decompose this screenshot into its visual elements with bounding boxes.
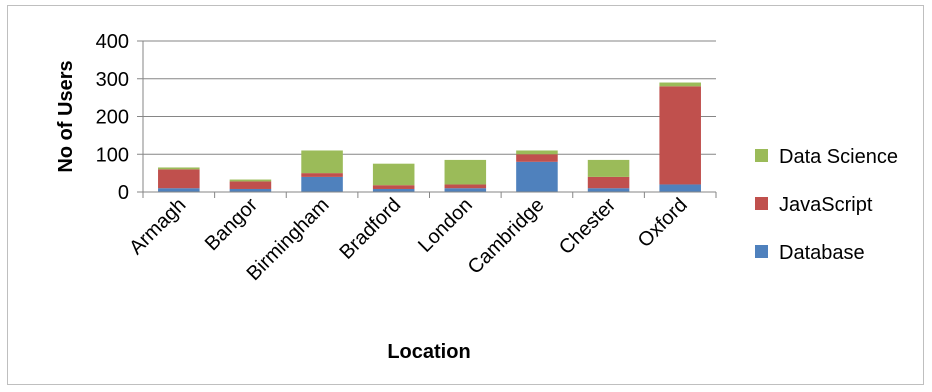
y-tick-label: 0 <box>118 182 129 204</box>
bar-data-science <box>229 179 272 182</box>
x-axis-title: Location <box>387 341 470 363</box>
chart-frame <box>7 5 924 385</box>
bar-data-science <box>372 163 415 186</box>
x-tick-label: Cambridge <box>464 194 549 279</box>
bar-javascript <box>301 173 343 177</box>
bar-javascript <box>659 86 701 185</box>
bar-javascript <box>587 176 630 189</box>
bar-data-science <box>587 159 630 177</box>
y-tick-label: 400 <box>96 31 129 53</box>
bar-data-science <box>516 150 558 155</box>
x-tick-label: Bangor <box>201 194 262 255</box>
bar-database <box>516 161 558 192</box>
bar-database <box>301 176 343 192</box>
x-tick-label: London <box>414 194 477 257</box>
bar-javascript <box>516 154 558 162</box>
x-tick-label: Armagh <box>125 194 190 259</box>
bar-data-science <box>301 150 343 174</box>
bar-database <box>158 188 200 192</box>
legend-swatch <box>755 197 768 210</box>
bar-data-science <box>158 167 200 170</box>
bar-javascript <box>158 169 200 189</box>
y-tick-label: 200 <box>96 107 129 129</box>
bar-database <box>372 188 415 192</box>
bar-javascript <box>229 181 272 189</box>
y-tick-label: 100 <box>96 144 129 166</box>
bar-database <box>659 184 701 192</box>
y-tick-label: 300 <box>96 69 129 91</box>
bar-database <box>444 188 487 192</box>
x-tick-label: Chester <box>555 194 620 259</box>
legend-label: Data Science <box>779 146 898 168</box>
bar-javascript <box>444 184 487 189</box>
legend-label: Database <box>779 242 865 264</box>
bar-database <box>229 188 272 192</box>
x-tick-label: Bradford <box>335 194 405 264</box>
legend-label: JavaScript <box>779 194 873 216</box>
bar-data-science <box>659 82 701 87</box>
legend-swatch <box>755 245 768 258</box>
x-tick-label: Oxford <box>634 194 692 252</box>
bar-data-science <box>444 159 487 185</box>
y-axis-title: No of Users <box>55 60 77 172</box>
bar-database <box>587 188 630 192</box>
bar-javascript <box>372 185 415 189</box>
legend-swatch <box>755 149 768 162</box>
